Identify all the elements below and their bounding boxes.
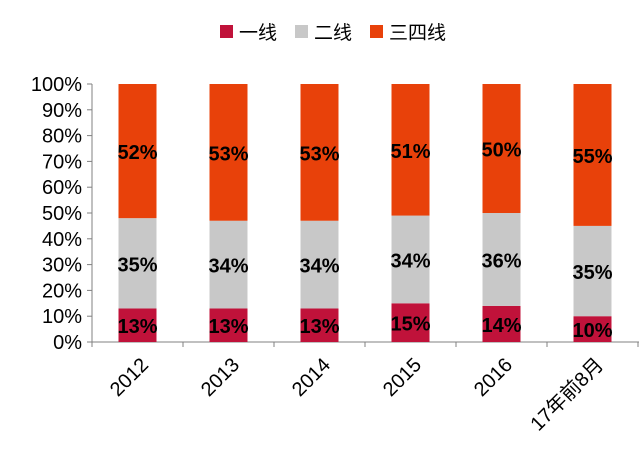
legend-label-tier34: 三四线	[389, 21, 447, 44]
data-label: 55%	[572, 146, 612, 168]
bar-segment	[482, 305, 521, 342]
y-tick-label: 70%	[42, 151, 82, 173]
bar-segment	[391, 215, 430, 304]
data-label: 13%	[299, 316, 339, 338]
bar-segment	[209, 308, 248, 342]
legend-label-tier2: 二线	[314, 21, 353, 44]
legend: 一线 二线 三四线	[220, 18, 464, 44]
bar-segment	[118, 218, 157, 309]
bar-segment	[209, 220, 248, 309]
bar-segment	[118, 84, 157, 219]
legend-swatch-tier34	[370, 24, 384, 38]
x-tick-label: 2016	[470, 354, 517, 401]
bar-segment	[573, 84, 612, 226]
x-tick-label: 2012	[106, 354, 153, 401]
data-label: 15%	[390, 314, 430, 336]
data-label: 34%	[390, 250, 430, 272]
legend-swatch-tier2	[295, 24, 309, 38]
legend-item-tier2: 二线	[295, 18, 352, 45]
legend-label-tier1: 一线	[239, 21, 278, 44]
x-tick-label: 17年前8月	[526, 353, 608, 435]
y-tick-label: 50%	[42, 203, 82, 225]
bar-segment	[209, 84, 248, 221]
data-label: 36%	[481, 250, 521, 272]
x-tick-label: 2013	[197, 354, 244, 401]
bar-segment	[391, 303, 430, 342]
bar-segment	[573, 316, 612, 342]
y-tick-label: 10%	[42, 306, 82, 328]
data-label: 35%	[117, 254, 157, 276]
bar-segment	[300, 220, 339, 309]
data-label: 34%	[299, 256, 339, 278]
y-tick-label: 40%	[42, 229, 82, 251]
data-label: 14%	[481, 315, 521, 337]
bar-segment	[391, 84, 430, 216]
legend-item-tier1: 一线	[220, 18, 277, 45]
bar-segment	[118, 308, 157, 342]
y-tick-label: 0%	[53, 332, 82, 354]
legend-item-tier34: 三四线	[370, 18, 446, 45]
bar-segment	[573, 225, 612, 317]
data-label: 52%	[117, 142, 157, 164]
y-tick-label: 100%	[31, 74, 82, 96]
y-tick-label: 20%	[42, 280, 82, 302]
x-tick-label: 2015	[379, 354, 426, 401]
y-tick-label: 60%	[42, 177, 82, 199]
bar-segment	[482, 213, 521, 306]
y-tick-label: 30%	[42, 255, 82, 277]
data-label: 13%	[208, 316, 248, 338]
data-label: 10%	[572, 320, 612, 342]
data-label: 34%	[208, 256, 248, 278]
bar-segment	[482, 84, 521, 213]
data-label: 51%	[390, 141, 430, 163]
y-tick-label: 90%	[42, 100, 82, 122]
data-label: 50%	[481, 140, 521, 162]
bar-segment	[300, 84, 339, 221]
data-label: 53%	[208, 143, 248, 165]
bar-segment	[300, 308, 339, 342]
y-tick-label: 80%	[42, 126, 82, 148]
data-label: 35%	[572, 262, 612, 284]
x-tick-label: 2014	[288, 354, 335, 401]
data-label: 13%	[117, 316, 157, 338]
data-label: 53%	[299, 143, 339, 165]
legend-swatch-tier1	[220, 24, 233, 38]
